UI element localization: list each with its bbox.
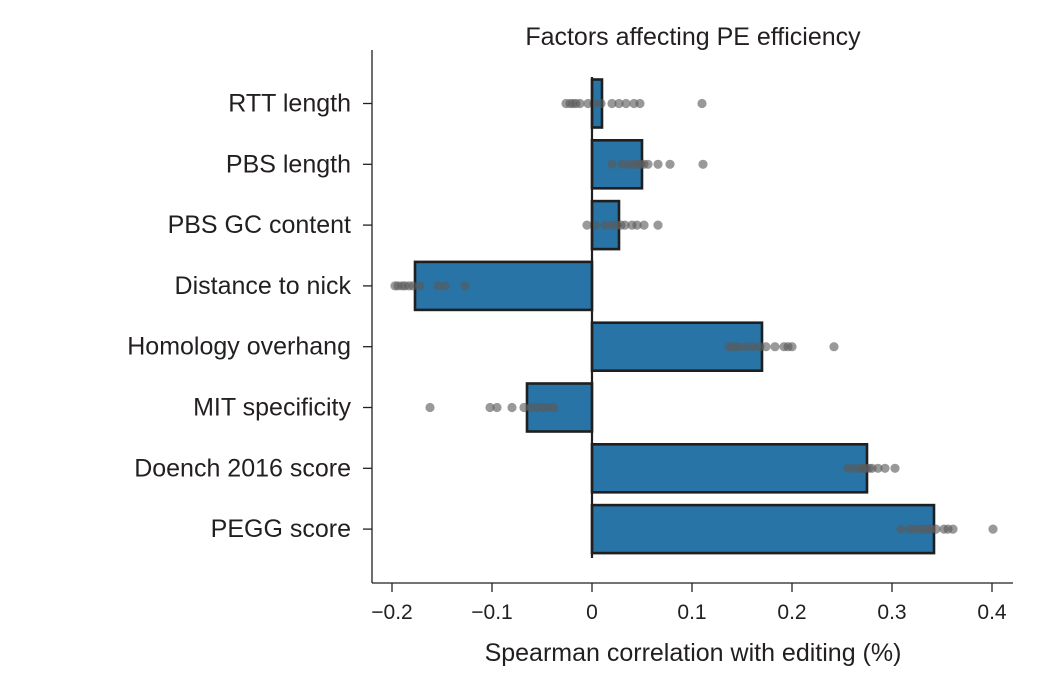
bar [590,503,936,555]
x-tick-label: 0.2 [777,601,806,624]
data-point [931,524,941,534]
data-point [787,342,797,352]
data-point [485,402,495,413]
x-tick-label: −0.2 [371,601,412,624]
data-point [988,524,998,534]
data-point [873,463,883,473]
category-label: Homology overhang [127,333,351,361]
data-point [770,342,780,352]
x-axis-label: Spearman correlation with editing (%) [485,639,902,667]
data-point [614,98,624,109]
data-point [607,98,617,109]
data-point [600,220,610,230]
data-point [415,281,425,291]
data-point [653,220,663,230]
data-point [698,159,708,169]
x-tick-label: 0.3 [877,601,906,624]
data-point [948,524,958,534]
data-point [748,342,758,352]
x-axis-ticks: −0.2 −0.1 0 0.1 0.2 0.3 0.4 [371,583,1007,624]
category-label: Distance to nick [175,272,352,300]
data-point [639,220,649,230]
category-label: Doench 2016 score [134,454,351,482]
data-point [621,98,631,109]
data-point [596,98,606,109]
category-label: PBS GC content [168,211,351,239]
data-point [575,98,585,109]
data-point [890,463,900,473]
data-point [433,281,443,291]
chart-title: Factors affecting PE efficiency [525,23,861,51]
category-labels: RTT length PBS length PBS GC content Distan… [127,90,372,543]
data-point [896,524,906,534]
data-point [620,220,630,230]
data-point [408,281,418,291]
data-point [635,98,645,109]
bar [590,442,869,494]
category-label: PBS length [226,150,351,178]
data-point [460,281,470,291]
points-layer [390,98,998,534]
data-point [582,220,592,230]
data-point [607,159,617,169]
data-point [492,402,502,413]
data-point [734,342,744,352]
bars-layer [413,78,936,555]
data-point [829,342,839,352]
data-point [632,220,642,230]
data-point [643,159,653,169]
x-tick-label: 0.4 [977,601,1007,624]
data-point [549,402,559,413]
category-label: PEGG score [211,515,351,543]
category-label: RTT length [228,90,351,118]
x-tick-label: −0.1 [471,601,512,624]
data-point [665,159,675,169]
data-point [440,281,450,291]
category-label: MIT specificity [193,394,351,422]
data-point [741,342,751,352]
data-point [697,98,707,109]
data-point [507,402,517,413]
x-tick-label: 0 [586,601,598,624]
data-point [519,402,529,413]
data-point [880,463,890,473]
data-point [761,342,771,352]
data-point [425,402,435,413]
data-point [653,159,663,169]
x-tick-label: 0.1 [677,601,706,624]
